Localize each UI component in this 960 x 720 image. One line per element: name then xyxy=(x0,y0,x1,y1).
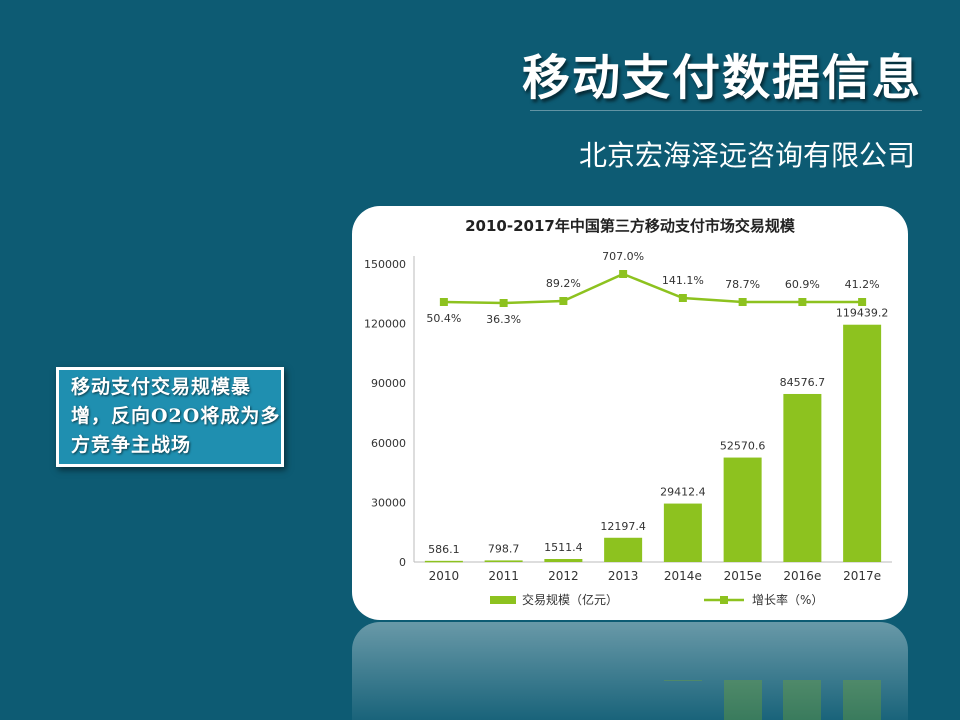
x-tick-label: 2015e xyxy=(724,569,762,583)
y-tick-label: 60000 xyxy=(371,437,406,450)
legend-bar-swatch xyxy=(490,596,516,604)
chart: 2010-2017年中国第三方移动支付市场交易规模 150000 120000 90… xyxy=(364,217,892,607)
x-tick-label: 2011 xyxy=(488,569,519,583)
bar-value-label: 84576.7 xyxy=(780,376,826,389)
bar xyxy=(604,537,643,562)
x-tick-label: 2013 xyxy=(608,569,639,583)
growth-rate-point xyxy=(499,299,508,307)
legend-line-label: 增长率（%） xyxy=(752,592,823,607)
growth-rate-point xyxy=(798,298,807,306)
growth-rate-label: 60.9% xyxy=(785,278,820,291)
bar xyxy=(843,324,882,562)
bar xyxy=(544,558,583,562)
y-tick-label: 0 xyxy=(399,556,406,569)
bar-value-label: 586.1 xyxy=(428,543,460,556)
x-tick-label: 2017e xyxy=(843,569,881,583)
chart-card: 2010-2017年中国第三方移动支付市场交易规模 150000 120000 90… xyxy=(352,206,908,620)
growth-rate-point xyxy=(559,297,568,305)
chart-reflection xyxy=(352,622,908,720)
bar-value-label: 12197.4 xyxy=(600,520,646,533)
bar-value-label: 1511.4 xyxy=(544,541,583,554)
bar xyxy=(424,560,463,563)
growth-rate-label: 141.1% xyxy=(662,274,704,287)
growth-rate-point xyxy=(678,294,687,302)
x-tick-label: 2016e xyxy=(783,569,821,583)
bar xyxy=(663,503,702,562)
growth-rate-point xyxy=(619,270,628,278)
bar xyxy=(484,560,523,562)
legend-bar-label: 交易规模（亿元） xyxy=(522,592,618,607)
growth-rate-point xyxy=(738,298,747,306)
bar xyxy=(783,393,822,562)
bar-value-label: 29412.4 xyxy=(660,486,706,499)
growth-rate-label: 50.4% xyxy=(426,312,461,325)
y-tick-label: 90000 xyxy=(371,377,406,390)
x-tick-label: 2012 xyxy=(548,569,579,583)
x-tick-label: 2010 xyxy=(429,569,460,583)
y-tick-label: 150000 xyxy=(364,258,406,271)
x-tick-label: 2014e xyxy=(664,569,702,583)
growth-rate-label: 89.2% xyxy=(546,277,581,290)
bar-value-label: 119439.2 xyxy=(836,307,889,320)
y-tick-label: 30000 xyxy=(371,496,406,509)
bar-value-label: 52570.6 xyxy=(720,440,766,453)
legend-line-marker xyxy=(720,596,728,604)
reflection-bar xyxy=(723,680,762,720)
growth-rate-label: 41.2% xyxy=(845,278,880,291)
growth-rate-label: 78.7% xyxy=(725,278,760,291)
reflection-bar xyxy=(843,680,882,720)
callout-text: 移动支付交易规模暴增，反向O2O将成为多方竞争主战场 xyxy=(71,376,281,456)
growth-rate-point xyxy=(439,298,448,306)
growth-rate-line xyxy=(443,272,863,305)
growth-rate-label: 707.0% xyxy=(602,250,644,263)
bar xyxy=(723,457,762,562)
growth-rate-label: 36.3% xyxy=(486,313,521,326)
y-tick-label: 120000 xyxy=(364,318,406,331)
growth-rate-point xyxy=(858,298,867,306)
reflection-bar xyxy=(783,680,822,720)
bar-value-label: 798.7 xyxy=(488,542,520,555)
slide-subtitle: 北京宏海泽远咨询有限公司 xyxy=(578,139,915,172)
chart-title: 2010-2017年中国第三方移动支付市场交易规模 xyxy=(465,217,796,235)
callout-box xyxy=(56,367,284,467)
title-divider xyxy=(530,110,922,111)
slide-title: 移动支付数据信息 xyxy=(521,50,922,106)
